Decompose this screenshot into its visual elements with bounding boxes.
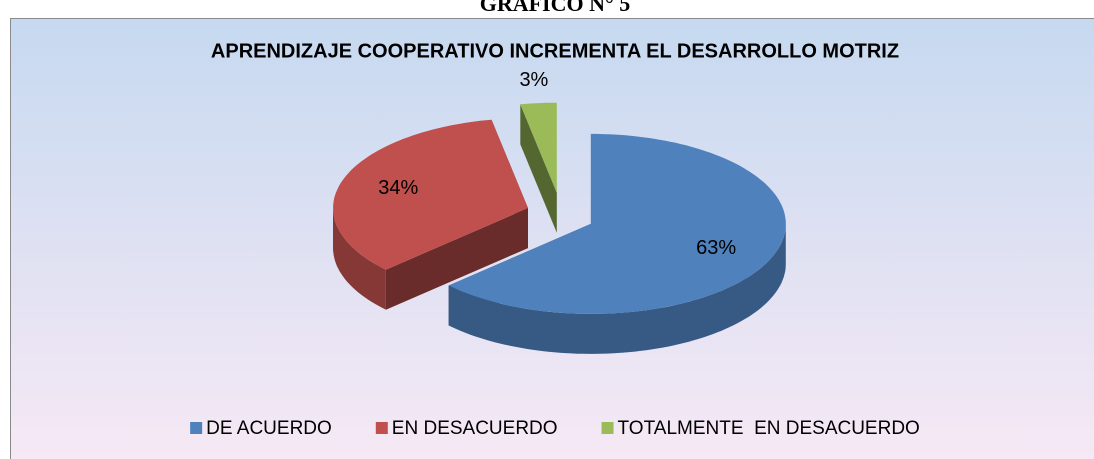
slice (333, 119, 528, 270)
slice-wall (333, 208, 386, 310)
legend-swatch (190, 422, 203, 434)
slice-wall (448, 223, 786, 354)
data-label: 63% (696, 237, 736, 259)
data-label: 3% (519, 69, 548, 91)
legend-label: TOTALMENTE EN DESACUERDO (618, 418, 920, 439)
chart-frame (10, 18, 1094, 459)
slice-side (385, 208, 528, 310)
legend-swatch (375, 422, 388, 434)
legend-label: DE ACUERDO (206, 418, 332, 439)
slice (520, 102, 557, 193)
legend-label: EN DESACUERDO (392, 418, 558, 439)
data-label: 34% (378, 177, 418, 199)
heading: GRAFICO N° 5 (480, 0, 631, 16)
slice (448, 133, 786, 314)
slice-side (520, 104, 557, 233)
legend-swatch (601, 422, 614, 434)
chart-title: APRENDIZAJE COOPERATIVO INCREMENTA EL DE… (211, 40, 899, 62)
